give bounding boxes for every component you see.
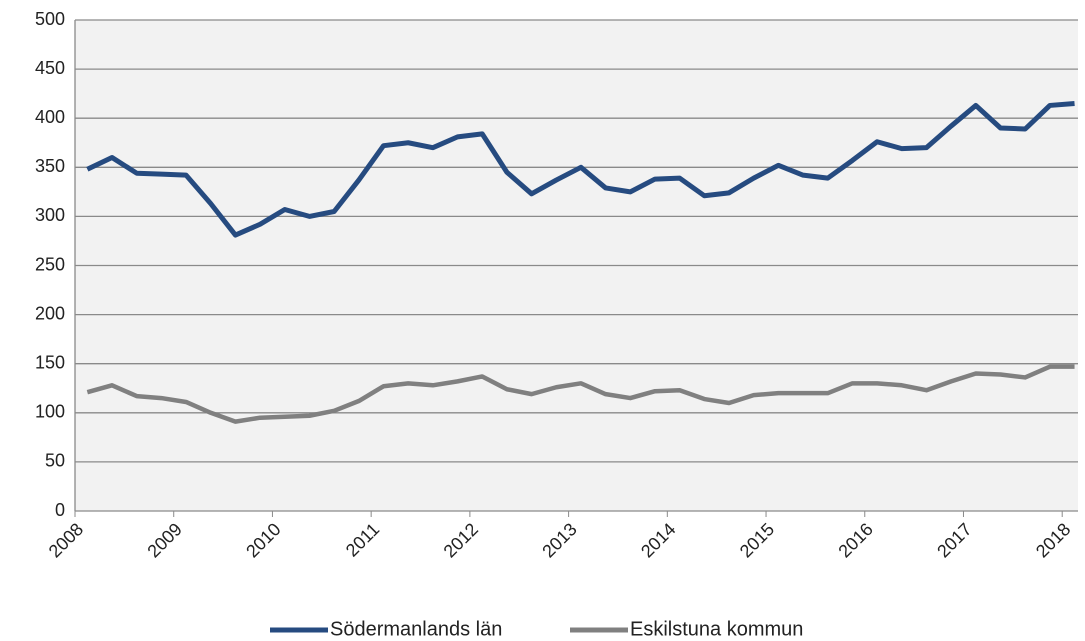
- series-line: [86, 100, 1075, 238]
- y-tick-label: 0: [55, 500, 65, 520]
- series-line: [86, 364, 1075, 424]
- y-tick-label: 50: [45, 451, 65, 471]
- y-tick-label: 100: [35, 402, 65, 422]
- x-tick-label: 2017: [933, 519, 975, 561]
- x-tick-label: 2012: [440, 519, 482, 561]
- x-tick-label: 2013: [538, 519, 580, 561]
- y-tick-label: 150: [35, 352, 65, 372]
- x-tick-label: 2011: [342, 519, 384, 561]
- x-tick-label: 2010: [242, 519, 284, 561]
- x-tick-label: 2008: [45, 519, 87, 561]
- y-tick-label: 500: [35, 9, 65, 29]
- legend-label: Eskilstuna kommun: [630, 618, 803, 640]
- y-tick-label: 300: [35, 205, 65, 225]
- x-tick-label: 2016: [834, 519, 876, 561]
- legend-label: Södermanlands län: [330, 618, 502, 640]
- x-tick-label: 2018: [1032, 519, 1074, 561]
- y-tick-label: 400: [35, 107, 65, 127]
- x-tick-label: 2015: [736, 519, 778, 561]
- x-tick-label: 2014: [637, 519, 679, 561]
- x-tick-label: 2009: [143, 519, 185, 561]
- y-tick-label: 350: [35, 156, 65, 176]
- y-tick-label: 200: [35, 303, 65, 323]
- y-tick-label: 450: [35, 58, 65, 78]
- y-tick-label: 250: [35, 254, 65, 274]
